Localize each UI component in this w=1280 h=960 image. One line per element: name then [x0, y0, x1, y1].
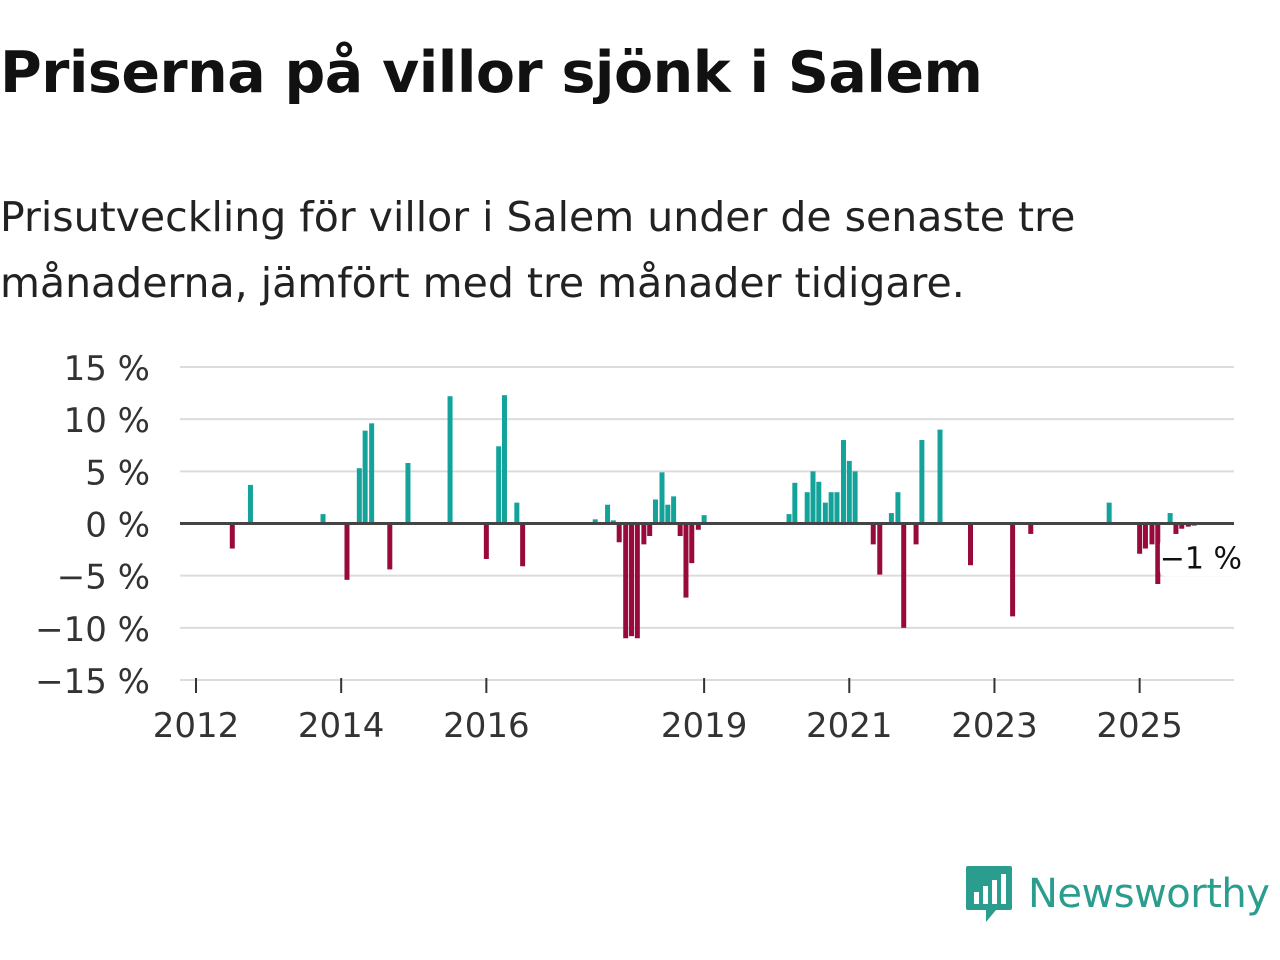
newsworthy-logo-icon — [966, 866, 1012, 922]
bars — [229, 395, 1203, 639]
bar — [387, 523, 393, 570]
bar — [405, 462, 411, 524]
chart-subtitle: Prisutveckling för villor i Salem under … — [0, 193, 1076, 307]
bar — [1155, 523, 1161, 585]
bar — [1106, 502, 1112, 524]
bar — [822, 502, 828, 524]
y-tick-label: 10 % — [64, 401, 150, 441]
bar — [605, 504, 611, 524]
bar — [483, 523, 489, 559]
bar — [846, 460, 852, 524]
bar — [1028, 523, 1034, 534]
bar — [362, 430, 368, 524]
bar — [804, 492, 810, 524]
gridlines — [180, 366, 1234, 681]
bar — [1185, 523, 1191, 527]
bar — [1179, 523, 1185, 529]
bar — [659, 472, 665, 524]
bar — [828, 492, 834, 524]
bar — [913, 523, 919, 545]
bar — [786, 514, 792, 524]
bar — [641, 523, 647, 545]
bar — [616, 523, 622, 543]
x-tick-label: 2023 — [951, 706, 1038, 746]
bar — [623, 523, 629, 639]
bar — [937, 429, 943, 524]
bar — [695, 523, 701, 530]
bar — [701, 515, 707, 524]
bar — [895, 492, 901, 524]
y-tick-label: −15 % — [35, 662, 150, 702]
bar — [919, 440, 925, 524]
bar — [852, 471, 858, 524]
bar — [520, 523, 526, 567]
bar — [344, 523, 350, 580]
bar — [496, 446, 502, 524]
y-tick-label: 15 % — [64, 349, 150, 389]
brand-name: Newsworthy — [1028, 871, 1270, 917]
bar — [968, 523, 974, 566]
newsworthy-logo: Newsworthy — [964, 864, 1270, 924]
bar — [888, 513, 894, 524]
last-value-bg — [1159, 538, 1242, 577]
y-axis-labels: 15 % 10 % 5 % 0 % −5 % −10 % −15 % — [35, 349, 150, 702]
bar-chart: 15 %10 %5 %0 %−5 %−10 %−15 % 2012 2014 201… — [35, 349, 1242, 746]
bar — [1149, 523, 1155, 545]
bar — [665, 504, 671, 524]
y-tick-label: −10 % — [35, 610, 150, 650]
y-tick-label: −5 % — [57, 558, 150, 598]
bar — [901, 523, 907, 628]
bar — [840, 440, 846, 524]
y-tick-label: 5 % — [85, 453, 150, 493]
bar — [877, 523, 883, 575]
bar — [689, 523, 695, 564]
x-tick-label: 2025 — [1096, 706, 1183, 746]
bar — [652, 499, 658, 524]
bar — [369, 423, 375, 524]
bar — [356, 468, 362, 524]
x-tick-label: 2014 — [298, 706, 385, 746]
bar — [634, 523, 640, 639]
bar — [1142, 523, 1148, 549]
bar — [1173, 523, 1179, 534]
bar — [592, 519, 598, 524]
bar — [816, 481, 822, 524]
x-tick-label: 2012 — [153, 706, 240, 746]
bar — [501, 395, 507, 524]
bar — [671, 496, 677, 524]
bar — [683, 523, 689, 598]
bar — [629, 523, 635, 637]
bar — [610, 520, 616, 524]
bar — [677, 523, 683, 537]
bar — [1167, 513, 1173, 524]
x-tick-label: 2021 — [806, 706, 893, 746]
bar — [1137, 523, 1143, 554]
bar — [792, 482, 798, 524]
x-tick-label: 2019 — [661, 706, 748, 746]
x-axis: 2012 2014 2016 2019 2021 2023 2025 — [153, 678, 1183, 746]
chart-title: Priserna på villor sjönk i Salem — [0, 40, 983, 106]
bar — [447, 396, 453, 524]
bar — [870, 523, 876, 545]
bar — [320, 514, 326, 524]
bar — [834, 492, 840, 524]
bar — [1010, 523, 1016, 617]
bar — [229, 523, 235, 549]
bar — [247, 484, 253, 524]
last-value-label: −1 % — [1160, 542, 1242, 577]
x-tick-label: 2016 — [443, 706, 530, 746]
y-tick-label: 0 % — [85, 506, 150, 546]
bar — [514, 502, 520, 524]
bar — [647, 523, 653, 537]
bar — [810, 471, 816, 524]
annotations: −1 % — [1159, 538, 1242, 577]
